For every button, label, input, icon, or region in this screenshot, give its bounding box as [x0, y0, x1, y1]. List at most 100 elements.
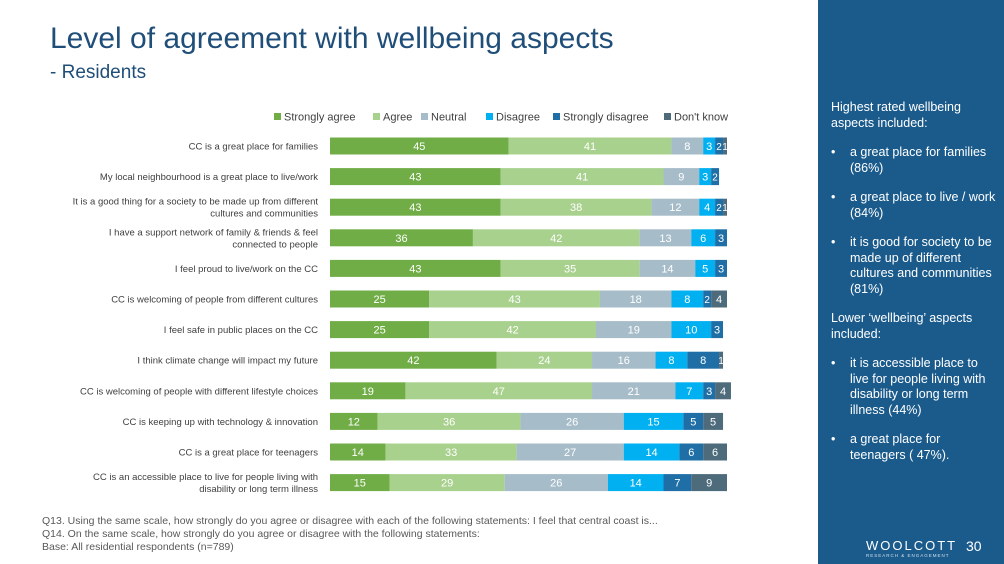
data-label: 43 — [508, 294, 520, 306]
data-label: 42 — [407, 355, 419, 367]
bar-segment — [691, 229, 716, 247]
list-item-text: a great place to live / work (84%) — [850, 190, 996, 220]
legend-label: Don't know — [674, 112, 728, 124]
bar-segment — [330, 229, 473, 247]
bar-segment — [592, 382, 676, 400]
bar-segment — [715, 137, 724, 155]
data-label: 12 — [348, 416, 360, 428]
footnotes: Q13. Using the same scale, how strongly … — [42, 515, 658, 554]
data-label: 43 — [409, 172, 421, 184]
bar-segment — [723, 137, 727, 155]
bar-segment — [429, 290, 600, 308]
high-rated-list: • a great place for families (86%) • a gre… — [831, 145, 999, 297]
bar-segment — [655, 351, 688, 369]
bar-segment — [599, 290, 672, 308]
bar-segment — [639, 259, 696, 277]
data-label: 4 — [704, 202, 710, 214]
category-label: CC is a great place for families — [189, 142, 319, 153]
category-label: I have a support network of family & fri… — [109, 227, 318, 238]
data-label: 35 — [564, 263, 576, 275]
bar-segment — [703, 443, 727, 461]
data-label: 5 — [690, 416, 696, 428]
bar-segment — [703, 290, 712, 308]
data-label: 19 — [628, 325, 640, 337]
legend-label: Agree — [383, 112, 412, 124]
data-label: 10 — [685, 325, 697, 337]
category-label: cultures and communities — [210, 209, 318, 220]
bar-segment — [330, 321, 430, 339]
bar-segment — [623, 443, 680, 461]
data-label: 41 — [584, 141, 596, 153]
bar-segment — [723, 198, 727, 216]
bar-segment — [389, 474, 505, 492]
low-rated-list: • it is accessible place to live for peop… — [831, 356, 999, 463]
data-label: 8 — [684, 141, 690, 153]
legend-label: Disagree — [496, 112, 540, 124]
bar-segment — [592, 351, 656, 369]
bar-segment — [699, 168, 712, 186]
bar-segment — [719, 351, 724, 369]
sidebar-heading-high: Highest rated wellbeing aspects included… — [831, 100, 961, 130]
category-label: CC is a great place for teenagers — [179, 448, 319, 459]
data-label: 6 — [700, 233, 706, 245]
list-item-text: a great place for teenagers ( 47%). — [850, 432, 950, 462]
bar-segment — [500, 259, 640, 277]
bar-segment — [500, 168, 664, 186]
data-label: 2 — [704, 295, 710, 306]
category-label: I feel proud to live/work on the CC — [175, 264, 318, 275]
bar-segment — [330, 137, 509, 155]
data-label: 36 — [395, 233, 407, 245]
list-item: • it is good for society to be made up of… — [831, 235, 999, 297]
data-label: 3 — [706, 386, 712, 398]
data-label: 36 — [443, 416, 455, 428]
data-label: 14 — [352, 447, 364, 459]
bar-segment — [663, 474, 692, 492]
data-label: 42 — [550, 233, 562, 245]
category-label: disability or long term illness — [199, 484, 318, 495]
legend-swatch — [421, 113, 428, 120]
summary-sidebar: Highest rated wellbeing aspects included… — [818, 0, 1004, 564]
data-label: 19 — [362, 386, 374, 398]
bar-segment — [671, 137, 704, 155]
bar-segment — [520, 412, 624, 430]
data-label: 5 — [702, 263, 708, 275]
sidebar-heading-low: Lower ‘wellbeing’ aspects included: — [831, 311, 973, 341]
list-item-text: it is good for society to be made up of … — [850, 235, 992, 296]
data-label: 1 — [718, 356, 724, 367]
data-label: 3 — [706, 141, 712, 153]
data-label: 7 — [686, 386, 692, 398]
data-label: 6 — [688, 447, 694, 459]
data-label: 9 — [678, 172, 684, 184]
bullet-icon: • — [831, 145, 836, 159]
legend-swatch — [486, 113, 493, 120]
bar-segment — [663, 168, 700, 186]
stacked-bar-chart: Strongly agree Agree Neutral Disagree Strong… — [73, 112, 731, 495]
bar-segment — [516, 443, 624, 461]
data-label: 43 — [409, 202, 421, 214]
slide-title: Level of agreement with wellbeing aspect… — [50, 22, 614, 55]
bar-segment — [715, 259, 727, 277]
legend-swatch — [664, 113, 671, 120]
data-label: 4 — [720, 386, 726, 398]
bar-segment — [504, 474, 608, 492]
list-item-text: it is accessible place to live for peopl… — [850, 356, 986, 417]
data-label: 47 — [493, 386, 505, 398]
data-label: 21 — [628, 386, 640, 398]
bar-segment — [330, 168, 501, 186]
bar-segment — [496, 351, 593, 369]
data-label: 8 — [700, 355, 706, 367]
data-label: 8 — [668, 355, 674, 367]
bar-segment — [715, 382, 731, 400]
slide-subtitle: - Residents — [50, 62, 147, 83]
bar-segment — [595, 321, 672, 339]
bar-segment — [330, 382, 406, 400]
footnote-q14: Q14. On the same scale, how strongly do … — [42, 528, 480, 540]
bar-segment — [715, 229, 727, 247]
bar-segment — [330, 290, 430, 308]
data-label: 3 — [718, 263, 724, 275]
bar-segment — [330, 198, 501, 216]
bullet-icon: • — [831, 432, 836, 446]
category-label: CC is welcoming of people with different… — [80, 386, 318, 397]
data-label: 2 — [716, 203, 722, 214]
category-label: It is a good thing for a society to be m… — [73, 197, 319, 208]
